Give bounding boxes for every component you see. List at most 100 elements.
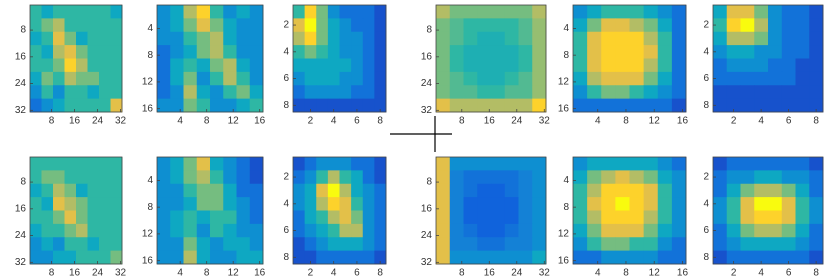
heatmap-cell: [657, 223, 673, 238]
heatmap-cell: [170, 170, 184, 185]
heatmap-cell: [210, 18, 224, 33]
heatmap-cell: [351, 170, 364, 185]
y-tick-label: 2: [283, 20, 289, 31]
heatmap-cell: [768, 58, 783, 73]
heatmap-cell: [157, 18, 171, 33]
heatmap-cell: [327, 157, 340, 171]
heatmap-cell: [671, 98, 687, 113]
heatmap-cell: [532, 98, 547, 113]
heatmap-cell: [671, 223, 687, 238]
heatmap-cell: [223, 18, 237, 33]
heatmap-cell: [740, 223, 755, 238]
heatmap-cell: [809, 170, 824, 185]
heatmap-cell: [64, 223, 77, 238]
heatmap-cell: [249, 85, 264, 100]
heatmap-cell: [477, 31, 492, 46]
y-tick-label: 6: [283, 225, 289, 236]
heatmap-cell: [236, 157, 251, 171]
heatmap-cell: [170, 98, 184, 113]
heatmap-cell: [351, 45, 364, 59]
heatmap-cell: [601, 157, 616, 171]
heatmap-cell: [249, 157, 264, 171]
heatmap-cell: [99, 210, 111, 225]
x-tick-label: 4: [595, 268, 601, 279]
heatmap-cell: [327, 45, 340, 59]
heatmap-cell: [30, 5, 42, 19]
heatmap-cell: [53, 197, 65, 211]
heatmap-cell: [30, 197, 42, 211]
heatmap-cell: [87, 197, 100, 211]
heatmap-cell: [532, 58, 547, 73]
heatmap-cell: [463, 98, 478, 113]
heatmap-cell: [477, 18, 492, 33]
heatmap-cell: [362, 237, 375, 252]
heatmap-cell: [170, 31, 184, 46]
heatmap-cell: [87, 157, 100, 171]
heatmap-cell: [76, 58, 88, 73]
heatmap-cell: [629, 170, 645, 185]
heatmap-cell: [293, 45, 306, 59]
heatmap-cell: [477, 58, 492, 73]
heatmap-cell: [304, 18, 317, 33]
heatmap-cell: [99, 98, 111, 113]
heatmap-cell: [491, 250, 506, 265]
y-tick-label: 8: [703, 100, 709, 111]
heatmap-cell: [601, 197, 616, 211]
heatmap-cell: [436, 210, 451, 225]
heatmap-cell: [573, 58, 588, 73]
heatmap-cell: [809, 157, 824, 171]
heatmap-cell: [339, 31, 352, 46]
heatmap-cell: [41, 45, 54, 59]
heatmap-cell: [477, 197, 492, 211]
heatmap-cell: [491, 31, 506, 46]
heatmap-cell: [30, 71, 42, 86]
heatmap-cell: [463, 237, 478, 252]
heatmap-cell: [740, 45, 755, 59]
x-tick-label: 24: [511, 268, 523, 279]
y-tick-label: 8: [147, 202, 153, 213]
heatmap-cell: [170, 183, 184, 198]
heatmap-cell: [236, 183, 251, 198]
heatmap-cell: [573, 98, 588, 113]
heatmap-cell: [53, 237, 65, 252]
heatmap-cell: [223, 71, 237, 86]
heatmap-cell: [643, 223, 659, 238]
heatmap-cell: [87, 18, 100, 33]
heatmap-cell: [754, 58, 769, 73]
heatmap-cell: [629, 71, 645, 86]
heatmap-cell: [236, 5, 251, 19]
heatmap-cell: [643, 71, 659, 86]
heatmap-cell: [249, 98, 264, 113]
heatmap-cell: [87, 170, 100, 185]
heatmap-cell: [518, 157, 533, 171]
heatmap-cell: [601, 237, 616, 252]
heatmap-cell: [809, 237, 824, 252]
heatmap-cell: [781, 5, 796, 19]
heatmap-cell: [157, 5, 171, 19]
x-tick-label: 8: [623, 268, 629, 279]
heatmap-cell: [374, 237, 387, 252]
heatmap-cell: [170, 5, 184, 19]
heatmap-cell: [795, 237, 810, 252]
heatmap-cell: [87, 85, 100, 100]
heatmap-cell: [491, 5, 506, 19]
y-tick-label: 8: [426, 25, 432, 36]
y-tick-label: 32: [421, 257, 433, 268]
heatmap-cell: [436, 5, 451, 19]
heatmap-cell: [374, 157, 387, 171]
heatmap-cell: [726, 210, 741, 225]
heatmap-cell: [304, 31, 317, 46]
heatmap-cell: [463, 210, 478, 225]
heatmap-cell: [304, 197, 317, 211]
heatmap-cell: [713, 85, 728, 100]
heatmap-cell: [293, 183, 306, 198]
heatmap-cell: [351, 183, 364, 198]
heatmap-cell: [64, 250, 77, 265]
heatmap-cell: [795, 170, 810, 185]
heatmap-cell: [304, 45, 317, 59]
axes-frame: [712, 4, 824, 113]
heatmap-cell: [436, 31, 451, 46]
heatmap-cell: [713, 45, 728, 59]
heatmap-cell: [477, 223, 492, 238]
heatmap-cell: [223, 58, 237, 73]
